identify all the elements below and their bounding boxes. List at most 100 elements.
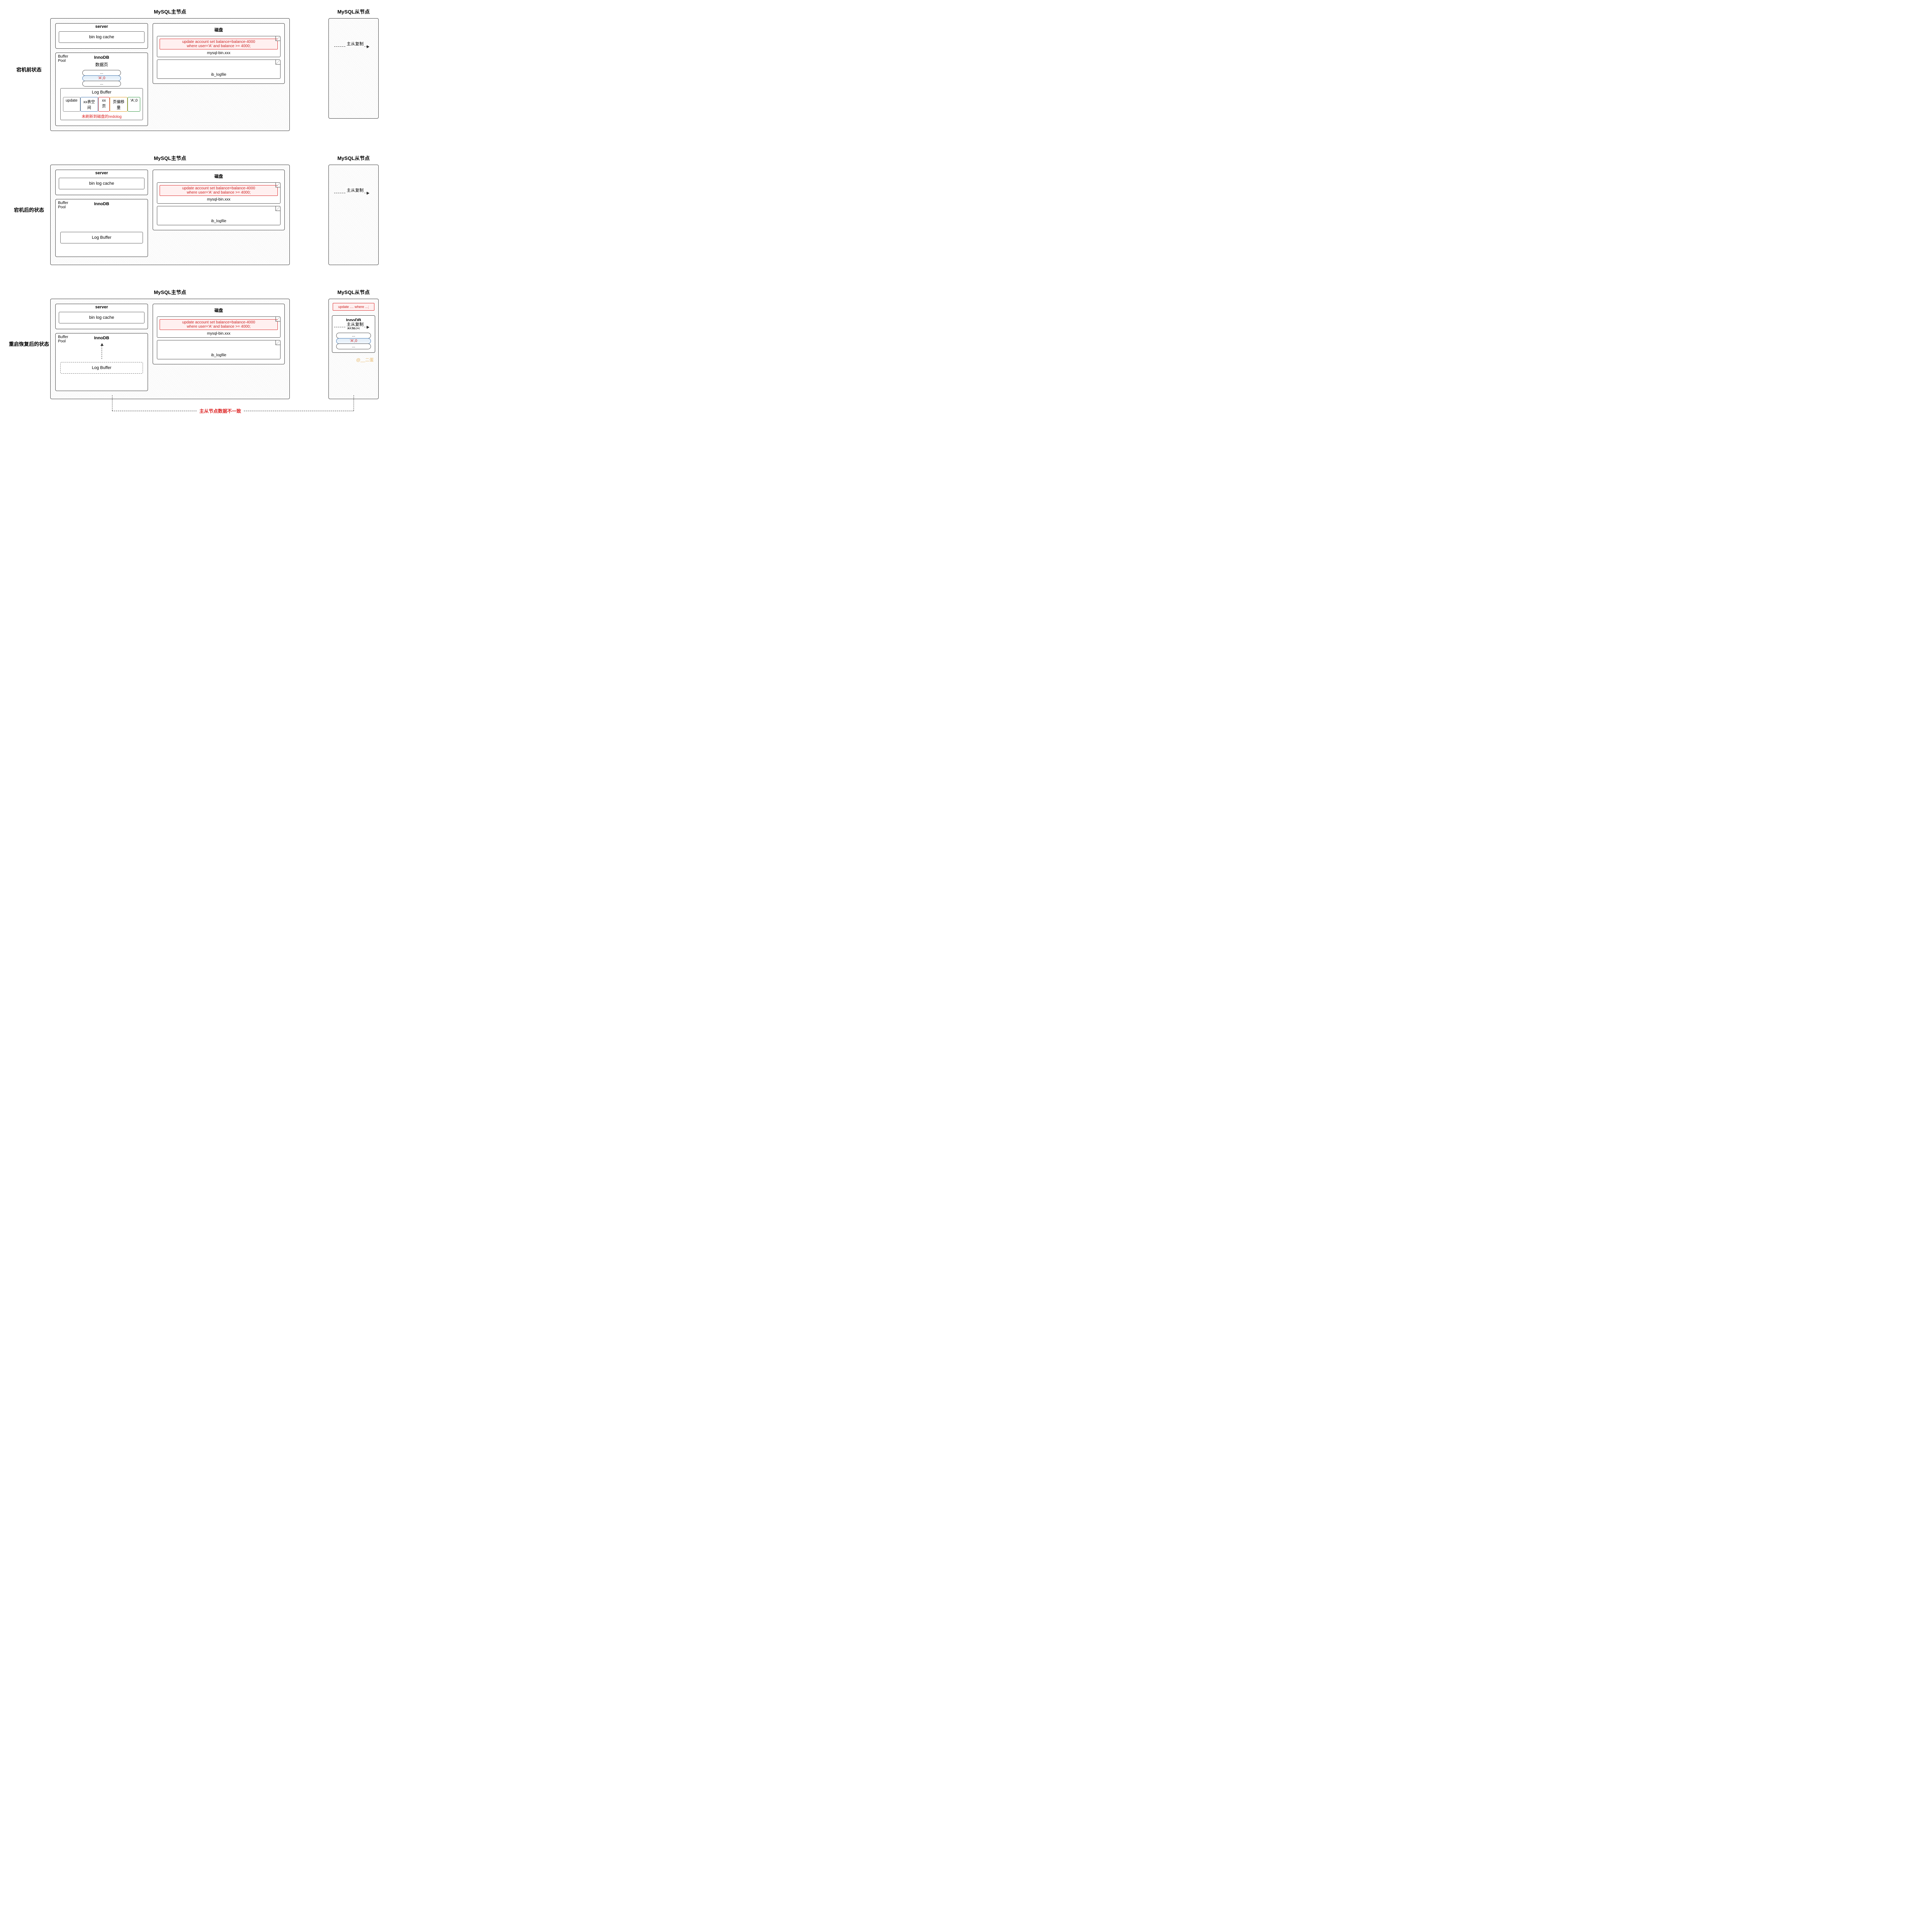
iblog-file-2: ib_logfile: [157, 206, 281, 225]
fold-icon: [276, 60, 280, 65]
binlogcache-label-3: bin log cache: [61, 315, 142, 321]
fold-icon: [276, 183, 280, 187]
fold-icon: [276, 206, 280, 211]
slave-title: MySQL从节点: [337, 8, 370, 15]
innodb-box-2: Buffer Pool InnoDB Log Buffer: [55, 199, 148, 257]
stage2-label: 宕机后的状态: [8, 206, 50, 213]
slave-box-2: [328, 165, 379, 265]
slave-box-3: update .... where ...; InnoDB 数据页 ... 'A…: [328, 299, 379, 399]
page-row-mid: 'A',0: [82, 75, 121, 81]
watermark: @__二蛋: [332, 357, 375, 363]
logbuffer-title: Log Buffer: [61, 89, 142, 95]
logbuf-row: updatexx表空间xx页页偏移量'A',0: [63, 97, 140, 112]
fold-icon: [276, 317, 280, 321]
master-box-1: server bin log cache Buffer Pool InnoDB …: [50, 18, 290, 131]
server-box: server bin log cache: [55, 23, 148, 49]
master-title: MySQL主节点: [154, 8, 186, 15]
master-wrap-3: MySQL主节点 server bin log cache Buffer Poo…: [50, 288, 290, 399]
master-right-2: 磁盘 update account set balance=balance-40…: [153, 170, 285, 260]
slave-box-1: [328, 18, 379, 119]
binfile-caption: mysql-bin.xxx: [159, 50, 279, 55]
fold-icon: [276, 340, 280, 345]
master-right-3: 磁盘 update account set balance=balance-40…: [153, 304, 285, 394]
replication-arrow-1: 主从复制: [334, 46, 369, 47]
stage1-label: 宕机前状态: [8, 66, 50, 73]
datapage-label: 数据页: [57, 61, 146, 68]
sql-line2: where user='A' and balance >= 4000;: [162, 44, 276, 48]
binlogcache-label-2: bin log cache: [61, 180, 142, 187]
iblog-caption-3: ib_logfile: [157, 352, 280, 357]
innodb-box-1: Buffer Pool InnoDB 数据页 ... 'A',0 ... Log…: [55, 53, 148, 126]
sql-line2-3: where user='A' and balance >= 4000;: [162, 325, 276, 329]
logbuffer-box-1: Log Buffer updatexx表空间xx页页偏移量'A',0 未刷新到磁…: [60, 88, 143, 120]
innodb-title-2: InnoDB: [57, 201, 146, 207]
server-title-2: server: [56, 170, 148, 176]
stage-after-crash: 宕机后的状态 MySQL主节点 server bin log cache Buf…: [8, 154, 1924, 265]
disk-box-2: 磁盘 update account set balance=balance-40…: [153, 170, 285, 230]
slave-page-top: ...: [336, 333, 371, 338]
bufferpool-label-2: Buffer Pool: [58, 201, 68, 209]
master-wrap-2: MySQL主节点 server bin log cache Buffer Poo…: [50, 154, 290, 265]
stage-after-recovery: 重启恢复后的状态 MySQL主节点 server bin log cache B…: [8, 288, 1924, 399]
master-wrap-1: MySQL主节点 server bin log cache Buffer Poo…: [50, 8, 290, 131]
logbuffer-title-2: Log Buffer: [63, 235, 140, 241]
disk-box-3: 磁盘 update account set balance=balance-40…: [153, 304, 285, 364]
sql-line1-3: update account set balance=balance-4000: [162, 320, 276, 325]
binlogcache-box: bin log cache: [59, 31, 145, 43]
slave-sql: update .... where ...;: [333, 303, 374, 311]
server-box-2: server bin log cache: [55, 170, 148, 195]
iblog-caption: ib_logfile: [157, 72, 280, 77]
slave-page-mid: 'A',0: [336, 338, 371, 344]
disk-title-3: 磁盘: [155, 306, 282, 314]
disk-box-1: 磁盘 update account set balance=balance-40…: [153, 23, 285, 84]
sql-box-1: update account set balance=balance-4000 …: [160, 39, 278, 49]
innodb-title-3: InnoDB: [57, 335, 146, 341]
binlogcache-box-2: bin log cache: [59, 178, 145, 189]
binlogcache-label: bin log cache: [61, 34, 142, 40]
iblog-file-3: ib_logfile: [157, 340, 281, 359]
inconsistency-connector: 主从节点数据不一致: [50, 403, 1924, 426]
server-title-3: server: [56, 304, 148, 310]
binfile-caption-2: mysql-bin.xxx: [159, 197, 279, 202]
inconsistent-label: 主从节点数据不一致: [197, 408, 243, 414]
stage3-label: 重启恢复后的状态: [8, 340, 50, 347]
master-box-2: server bin log cache Buffer Pool InnoDB …: [50, 165, 290, 265]
innodb-box-3: Buffer Pool InnoDB Log Buffer: [55, 333, 148, 391]
iblog-file-1: ib_logfile: [157, 60, 281, 79]
master-title-2: MySQL主节点: [154, 154, 186, 162]
replication-label-1: 主从复制: [346, 41, 364, 47]
replication-label-3: 主从复制: [346, 321, 364, 327]
recovery-arrow-wrap: [57, 341, 146, 361]
sql-box-2: update account set balance=balance-4000 …: [160, 185, 278, 196]
slave-wrap-3: MySQL从节点 update .... where ...; InnoDB 数…: [328, 288, 379, 399]
binlog-file-2: update account set balance=balance-4000 …: [157, 182, 281, 204]
slave-wrap-2: MySQL从节点: [328, 154, 379, 265]
master-right-1: 磁盘 update account set balance=balance-40…: [153, 23, 285, 126]
sql-box-3: update account set balance=balance-4000 …: [160, 319, 278, 330]
fold-icon: [276, 36, 280, 41]
master-left-1: server bin log cache Buffer Pool InnoDB …: [55, 23, 148, 126]
bufferpool-label: Buffer Pool: [58, 54, 68, 63]
stage-before-crash: 宕机前状态 MySQL主节点 server bin log cache Buff…: [8, 8, 1924, 131]
sql-line1-2: update account set balance=balance-4000: [162, 186, 276, 190]
binfile-caption-3: mysql-bin.xxx: [159, 331, 279, 336]
page-stack-1: ... 'A',0 ...: [82, 70, 121, 87]
page-row-bot: ...: [82, 81, 121, 87]
stage1-nodes: MySQL主节点 server bin log cache Buffer Poo…: [50, 8, 1924, 131]
slave-title-3: MySQL从节点: [337, 288, 370, 296]
logbuf-cell: 页偏移量: [110, 97, 128, 112]
slave-wrap-1: MySQL从节点: [328, 8, 379, 119]
page-row-top: ...: [82, 70, 121, 76]
redolog-note: 未刷新到磁盘的redolog: [61, 113, 142, 119]
disk-title: 磁盘: [155, 26, 282, 34]
stage2-nodes: MySQL主节点 server bin log cache Buffer Poo…: [50, 154, 1924, 265]
logbuf-cell: xx表空间: [80, 97, 98, 112]
logbuffer-box-2: Log Buffer: [60, 232, 143, 243]
binlogcache-box-3: bin log cache: [59, 312, 145, 323]
server-box-3: server bin log cache: [55, 304, 148, 329]
iblog-caption-2: ib_logfile: [157, 218, 280, 223]
slave-page-bot: ...: [336, 344, 371, 349]
master-left-3: server bin log cache Buffer Pool InnoDB: [55, 304, 148, 394]
master-left-2: server bin log cache Buffer Pool InnoDB …: [55, 170, 148, 260]
stage3-nodes: MySQL主节点 server bin log cache Buffer Poo…: [50, 288, 1924, 399]
